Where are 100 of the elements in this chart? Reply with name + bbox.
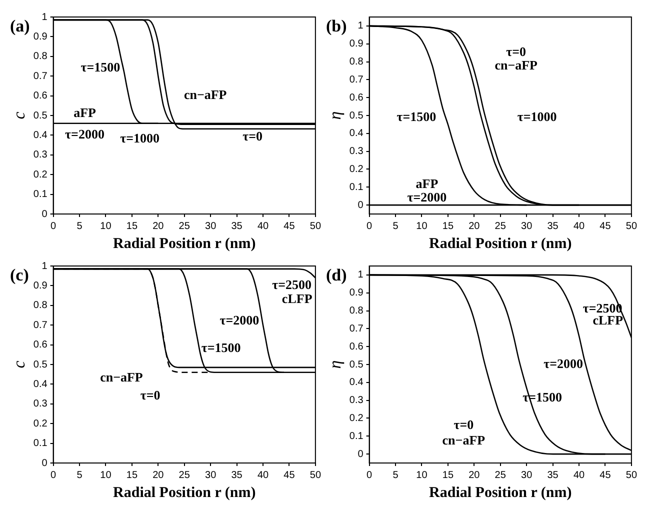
- x-tick-label: 50: [310, 220, 322, 232]
- x-tick-label: 40: [257, 470, 270, 481]
- x-tick-label: 0: [366, 220, 373, 232]
- y-tick-label: 0.9: [33, 280, 48, 292]
- x-tick-label: 45: [600, 470, 612, 481]
- x-tick-label: 10: [416, 470, 428, 481]
- x-tick-label: 20: [152, 220, 164, 232]
- x-tick-label: 45: [284, 470, 296, 481]
- x-tick-label: 15: [442, 470, 454, 481]
- y-tick-label: 0.7: [349, 74, 364, 86]
- annotation: τ=1500: [80, 60, 120, 75]
- y-axis-title: c: [10, 111, 29, 120]
- y-tick-label: 1: [42, 12, 48, 23]
- x-tick-label: 25: [178, 220, 190, 232]
- x-tick-label: 20: [468, 470, 480, 481]
- annotation: τ=0: [454, 416, 474, 432]
- x-tick-label: 20: [468, 220, 480, 232]
- x-axis-title: Radial Position r (nm): [113, 484, 256, 501]
- x-tick-label: 50: [626, 470, 638, 481]
- y-tick-label: 0.5: [33, 359, 48, 370]
- y-tick-label: 0.7: [349, 323, 364, 334]
- y-tick-label: 1: [358, 270, 364, 281]
- x-tick-label: 20: [152, 470, 164, 481]
- annotation: τ=0: [242, 128, 262, 144]
- x-tick-label: 0: [366, 470, 373, 481]
- annotation: τ=2000: [407, 190, 447, 205]
- x-tick-label: 10: [100, 470, 112, 481]
- y-tick-label: 0.7: [33, 70, 48, 82]
- y-tick-label: 0.9: [349, 38, 364, 50]
- y-tick-label: 1: [42, 260, 48, 272]
- y-tick-label: 0.4: [349, 377, 364, 388]
- annotation: cn−aFP: [494, 58, 538, 73]
- y-tick-label: 0.6: [349, 341, 364, 352]
- y-tick-label: 0.1: [33, 438, 48, 450]
- y-tick-label: 0: [42, 458, 48, 469]
- x-tick-label: 50: [310, 470, 322, 481]
- y-tick-label: 0.8: [33, 51, 48, 62]
- y-tick-label: 0.2: [33, 418, 48, 430]
- x-tick-label: 50: [626, 220, 638, 232]
- y-tick-label: 0.1: [349, 430, 364, 442]
- y-tick-label: 0.6: [33, 90, 48, 102]
- annotation: τ=1500: [201, 340, 241, 356]
- y-tick-label: 0: [358, 448, 364, 460]
- x-tick-label: 25: [494, 470, 506, 481]
- chart-title: (c): [10, 265, 29, 284]
- annotation: aFP: [416, 176, 438, 191]
- x-tick-label: 0: [50, 470, 57, 481]
- x-tick-label: 15: [126, 220, 138, 232]
- x-tick-label: 0: [50, 220, 57, 232]
- x-tick-label: 15: [442, 220, 454, 232]
- y-tick-label: 0.8: [349, 306, 364, 317]
- y-tick-label: 1: [358, 20, 364, 32]
- y-tick-label: 0.9: [33, 31, 48, 42]
- annotation: aFP: [74, 104, 96, 120]
- y-tick-label: 0.9: [349, 288, 364, 299]
- annotation: τ=2000: [220, 312, 260, 328]
- y-tick-label: 0.6: [33, 340, 48, 351]
- y-tick-label: 0.4: [33, 378, 48, 390]
- annotation: cLFP: [592, 312, 624, 328]
- y-tick-label: 0.5: [349, 359, 364, 370]
- annotation: cLFP: [282, 290, 312, 306]
- y-tick-label: 0: [42, 208, 48, 220]
- y-tick-label: 0.3: [349, 146, 364, 158]
- y-tick-label: 0.4: [349, 128, 364, 140]
- x-tick-label: 35: [547, 470, 559, 481]
- annotation: τ=2000: [544, 356, 583, 371]
- x-tick-label: 30: [205, 470, 217, 481]
- annotation: cn−aFP: [442, 432, 486, 448]
- annotation: cn−aFP: [184, 87, 227, 102]
- x-tick-label: 5: [76, 470, 83, 481]
- y-tick-label: 0.1: [33, 189, 48, 200]
- x-tick-label: 30: [521, 220, 533, 232]
- y-tick-label: 0.7: [33, 320, 48, 331]
- chart-title: (d): [326, 265, 347, 284]
- x-tick-label: 25: [178, 470, 190, 481]
- x-tick-label: 5: [392, 470, 399, 481]
- x-tick-label: 5: [76, 220, 83, 232]
- x-tick-label: 35: [231, 470, 243, 481]
- x-tick-label: 25: [494, 220, 506, 232]
- annotation: τ=1000: [517, 108, 557, 124]
- y-tick-label: 0.3: [349, 395, 364, 406]
- x-axis-title: Radial Position r (nm): [429, 484, 572, 501]
- y-tick-label: 0.1: [349, 182, 364, 193]
- x-tick-label: 10: [100, 220, 112, 232]
- y-tick-label: 0.8: [33, 300, 48, 312]
- y-tick-label: 0.2: [349, 412, 364, 424]
- x-tick-label: 40: [573, 220, 586, 232]
- x-axis-title: Radial Position r (nm): [113, 236, 256, 252]
- chart-title: (a): [10, 16, 30, 36]
- annotation: τ=1000: [120, 130, 160, 146]
- y-tick-label: 0.5: [33, 110, 48, 122]
- y-tick-label: 0.8: [349, 56, 364, 68]
- annotation: τ=2500: [272, 277, 312, 292]
- annotation: τ=2000: [65, 126, 104, 142]
- chart-title: (b): [326, 16, 347, 36]
- y-tick-label: 0.4: [33, 130, 48, 141]
- y-tick-label: 0.6: [349, 92, 364, 104]
- x-axis-title: Radial Position r (nm): [429, 236, 572, 252]
- x-tick-label: 30: [205, 220, 217, 232]
- y-axis-title: η: [326, 360, 345, 369]
